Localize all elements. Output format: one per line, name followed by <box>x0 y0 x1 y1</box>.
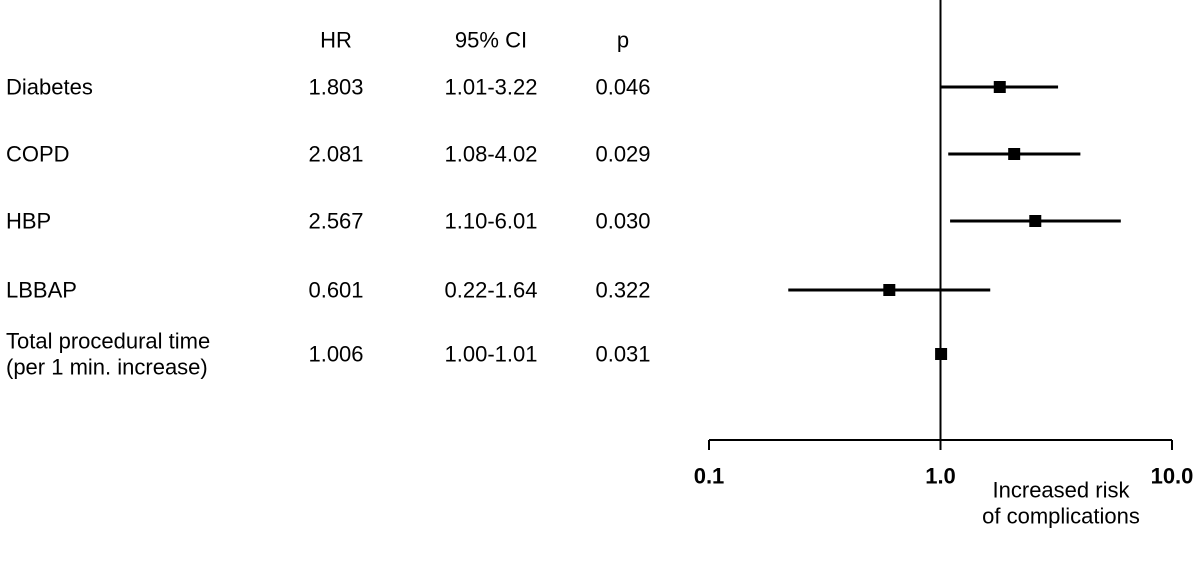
row-label: (per 1 min. increase) <box>6 355 208 380</box>
point-estimate-marker <box>935 348 948 360</box>
ci-value: 1.08-4.02 <box>445 142 538 167</box>
row-label: COPD <box>6 142 70 167</box>
point-estimate-marker <box>883 284 896 296</box>
hr-value: 0.601 <box>308 278 363 303</box>
x-axis-label: Increased risk <box>993 478 1131 503</box>
p-value: 0.031 <box>595 342 650 367</box>
p-value: 0.322 <box>595 278 650 303</box>
point-estimate-marker <box>1029 215 1042 227</box>
hr-column-header: HR <box>320 28 352 53</box>
ci-value: 1.00-1.01 <box>445 342 538 367</box>
x-tick-label: 10.0 <box>1151 464 1194 489</box>
ci-column-header: 95% CI <box>455 28 527 53</box>
row-label: Diabetes <box>6 75 93 100</box>
hr-value: 2.081 <box>308 142 363 167</box>
x-tick-label: 1.0 <box>925 464 956 489</box>
point-estimate-marker <box>1008 148 1021 160</box>
p-value: 0.029 <box>595 142 650 167</box>
point-estimate-marker <box>993 81 1006 93</box>
row-label: Total procedural time <box>6 329 210 354</box>
ci-value: 0.22-1.64 <box>445 278 538 303</box>
row-label: LBBAP <box>6 278 77 303</box>
x-axis-label: of complications <box>982 504 1140 529</box>
hr-value: 1.803 <box>308 75 363 100</box>
hr-value: 1.006 <box>308 342 363 367</box>
ci-value: 1.01-3.22 <box>445 75 538 100</box>
row-label: HBP <box>6 209 51 234</box>
p-value: 0.046 <box>595 75 650 100</box>
p-value: 0.030 <box>595 209 650 234</box>
p-column-header: p <box>617 28 629 53</box>
hr-value: 2.567 <box>308 209 363 234</box>
x-tick-label: 0.1 <box>694 464 725 489</box>
ci-value: 1.10-6.01 <box>445 209 538 234</box>
